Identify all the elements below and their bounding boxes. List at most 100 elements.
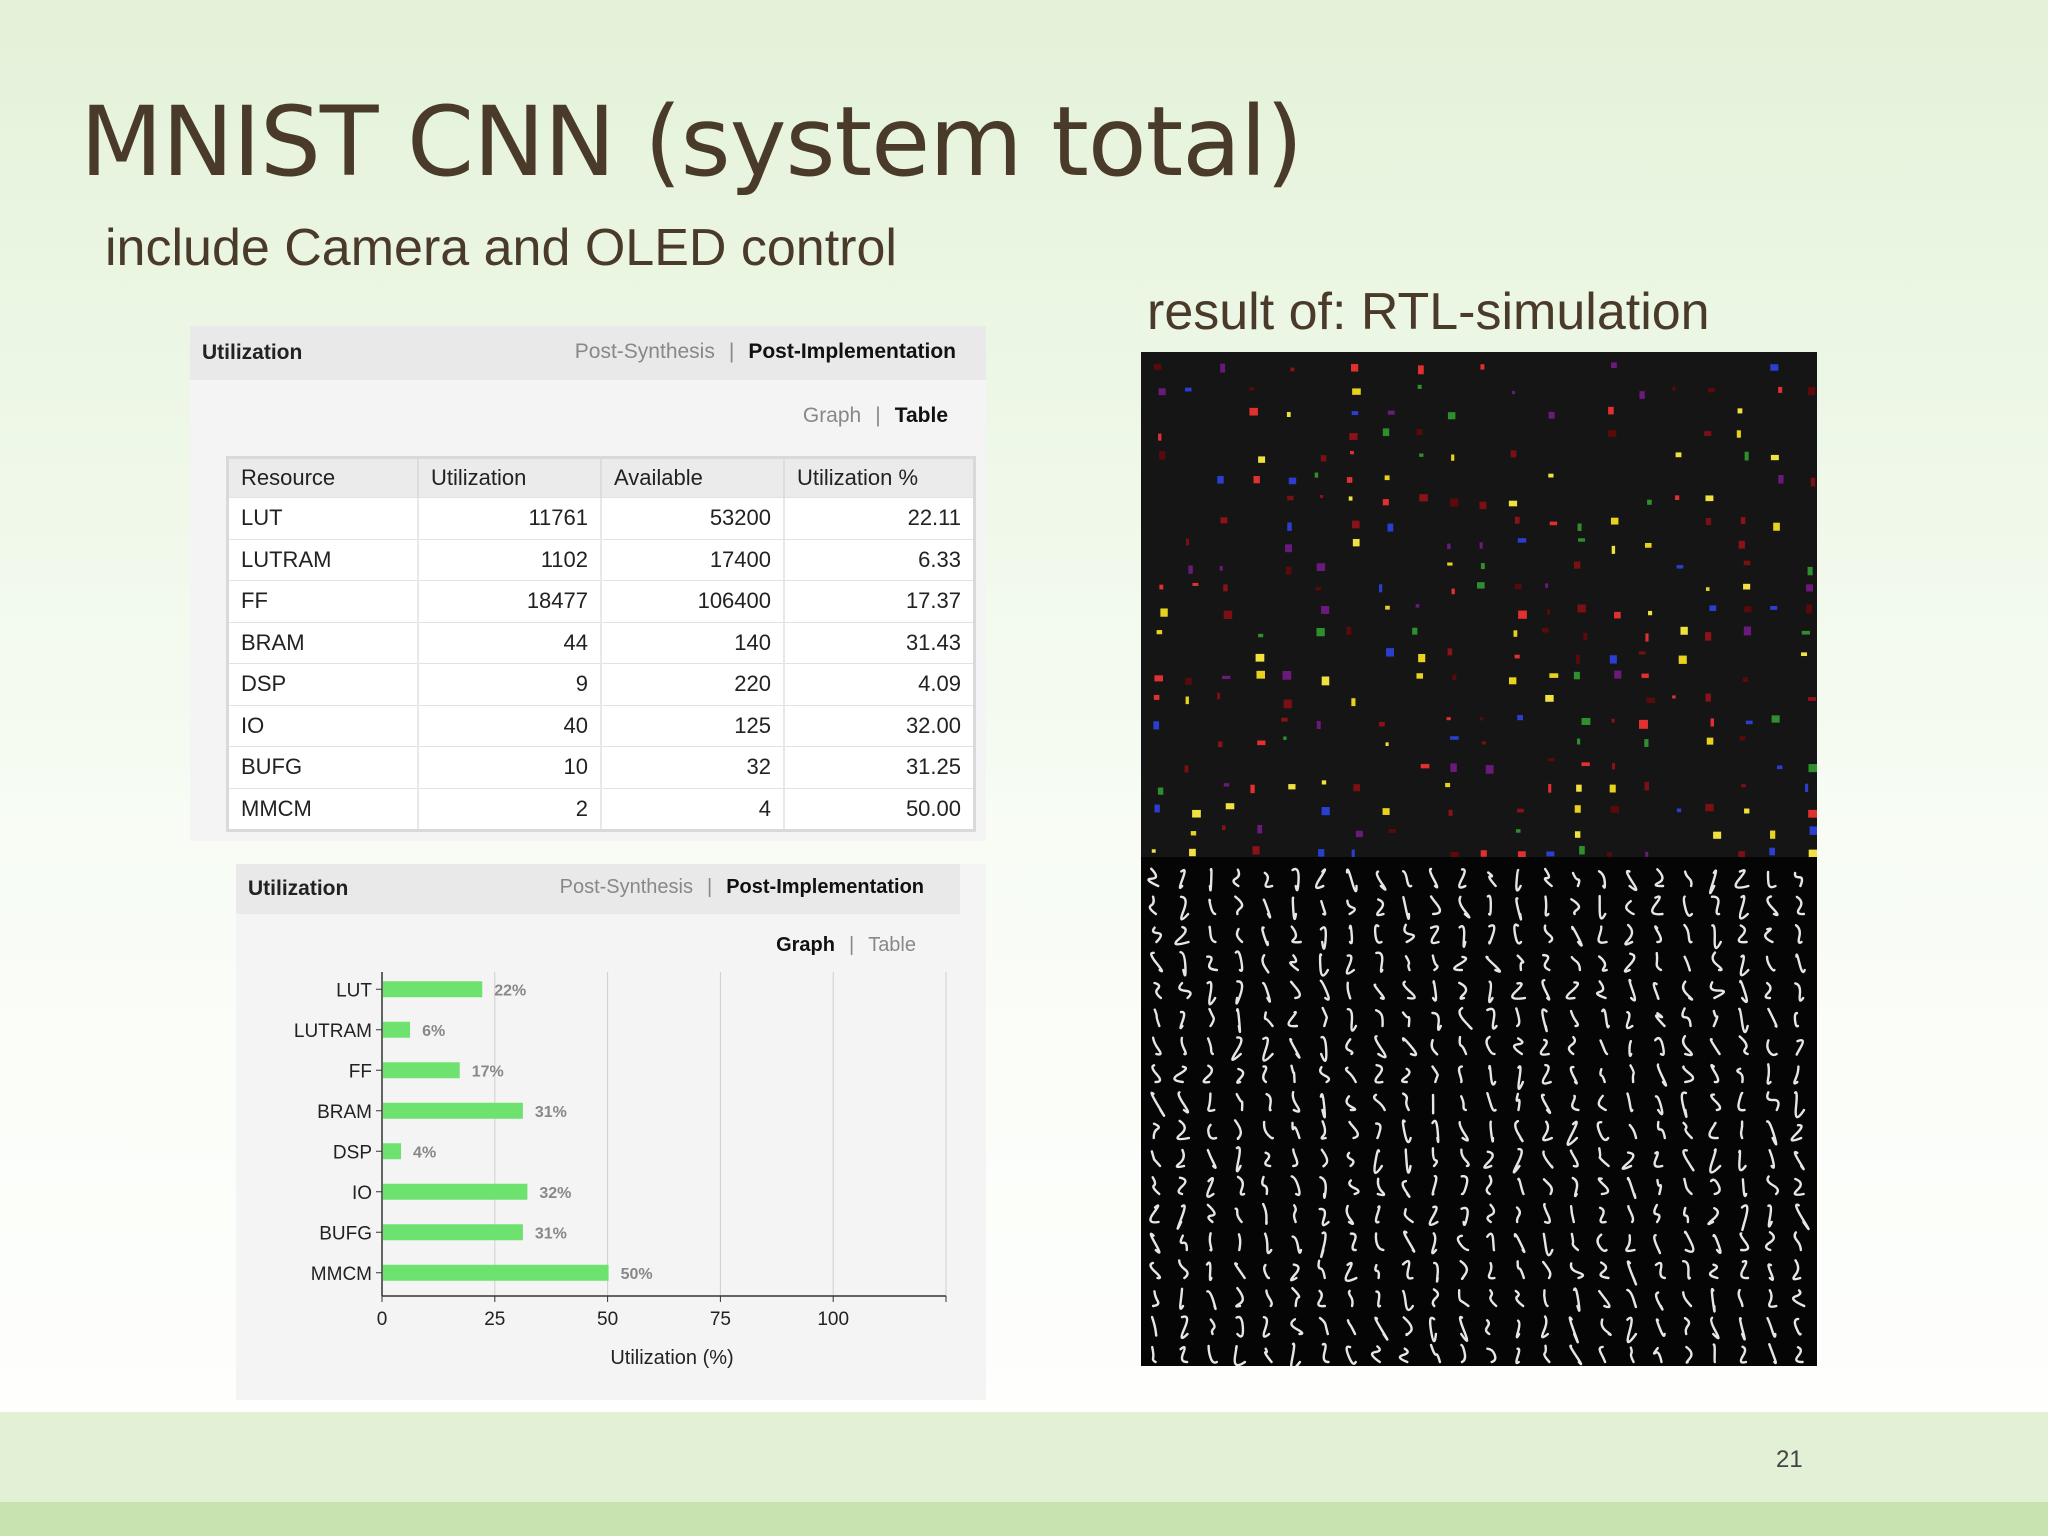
table-row: LUT 11761 53200 22.11 [227, 497, 976, 539]
slide-subtitle: include Camera and OLED control [105, 219, 897, 277]
y-tick-label: LUT [336, 980, 372, 1001]
x-tick-label: 50 [597, 1309, 618, 1330]
y-tick-label: IO [352, 1183, 372, 1204]
data-label: 6% [422, 1023, 445, 1040]
table-row: MMCM 2 4 50.00 [227, 787, 976, 831]
rtl-simulation-result-image [1141, 352, 1817, 1366]
cell-utilization: 9 [418, 663, 602, 705]
view-table-button[interactable]: Table [868, 934, 916, 956]
view-table-button[interactable]: Table [894, 404, 948, 427]
table-row: BRAM 44 140 31.43 [227, 621, 976, 664]
table-row: LUTRAM 1102 17400 6.33 [227, 538, 976, 581]
slide-title: MNIST CNN (system total) [80, 86, 1303, 198]
bar-io [383, 1183, 528, 1200]
data-label: 17% [472, 1063, 504, 1080]
cell-available: 32 [601, 746, 785, 788]
tab-post-implementation[interactable]: Post-Implementation [748, 340, 956, 363]
cell-percent: 6.33 [784, 538, 976, 581]
cell-available: 53200 [601, 497, 785, 539]
cell-resource: IO [227, 704, 419, 747]
view-toggle: Graph | Table [776, 934, 916, 956]
cell-utilization: 44 [418, 621, 602, 664]
panel-header: Utilization Post-Synthesis | Post-Implemen… [236, 864, 960, 914]
column-header[interactable]: Resource [227, 457, 419, 498]
cell-available: 17400 [601, 538, 785, 581]
column-header[interactable]: Available [601, 457, 785, 498]
cell-percent: 17.37 [784, 580, 976, 622]
cell-available: 220 [601, 663, 785, 705]
panel-header: Utilization Post-Synthesis | Post-Implemen… [190, 326, 986, 380]
y-tick-label: BRAM [317, 1102, 372, 1123]
footer-stripe [0, 1502, 2048, 1536]
y-tick-label: FF [349, 1061, 372, 1082]
data-label: 50% [621, 1266, 653, 1283]
tab-post-synthesis[interactable]: Post-Synthesis [559, 876, 693, 898]
utilization-table-panel: Utilization Post-Synthesis | Post-Implemen… [190, 326, 986, 841]
bar-lut [383, 981, 483, 998]
column-header[interactable]: Utilization [418, 457, 602, 498]
cell-resource: FF [227, 580, 419, 622]
cell-utilization: 18477 [418, 580, 602, 622]
data-label: 4% [413, 1144, 436, 1161]
digit-strokes [1147, 867, 1810, 1366]
cell-percent: 31.25 [784, 746, 976, 788]
column-header[interactable]: Utilization % [784, 457, 976, 498]
utilization-table: Resource Utilization Available Utilizati… [226, 456, 976, 832]
tab-post-synthesis[interactable]: Post-Synthesis [574, 340, 715, 363]
x-tick-label: 0 [377, 1309, 388, 1330]
cell-percent: 32.00 [784, 704, 976, 747]
table-row: IO 40 125 32.00 [227, 704, 976, 747]
bar-bram [383, 1102, 523, 1119]
x-tick-label: 75 [710, 1309, 731, 1330]
y-tick-label: LUTRAM [294, 1021, 372, 1042]
cell-utilization: 11761 [418, 497, 602, 539]
table-header-row: Resource Utilization Available Utilizati… [227, 457, 976, 498]
table-row: BUFG 10 32 31.25 [227, 746, 976, 788]
data-label: 31% [535, 1104, 567, 1121]
panel-title: Utilization [248, 877, 349, 900]
bar-lutram [383, 1021, 411, 1038]
bar-mmcm [383, 1264, 609, 1281]
data-label: 32% [539, 1185, 571, 1202]
x-tick-label: 100 [817, 1309, 849, 1330]
cell-available: 125 [601, 704, 785, 747]
cell-utilization: 2 [418, 787, 602, 831]
view-graph-button[interactable]: Graph [776, 934, 835, 956]
cell-percent: 31.43 [784, 621, 976, 664]
cell-percent: 22.11 [784, 497, 976, 539]
x-axis-label: Utilization (%) [610, 1347, 733, 1369]
utilization-graph-panel: Utilization Post-Synthesis | Post-Implemen… [236, 864, 986, 1400]
cell-percent: 4.09 [784, 663, 976, 705]
bar-ff [383, 1062, 460, 1079]
cell-available: 106400 [601, 580, 785, 622]
tab-post-implementation[interactable]: Post-Implementation [726, 876, 924, 898]
cell-resource: DSP [227, 663, 419, 705]
cell-utilization: 10 [418, 746, 602, 788]
y-tick-label: BUFG [319, 1223, 372, 1244]
data-label: 22% [494, 982, 526, 999]
cell-resource: LUT [227, 497, 419, 539]
utilization-bar-chart: 0 25 50 75 100 Utilization (%) LUT 22% LUTRAM 6% F… [294, 972, 947, 1369]
bar-bufg [383, 1224, 523, 1241]
panel-title: Utilization [202, 341, 303, 364]
page-number: 21 [1776, 1446, 1803, 1473]
cell-resource: MMCM [227, 787, 419, 831]
cell-resource: LUTRAM [227, 538, 419, 581]
view-graph-button[interactable]: Graph [802, 404, 862, 427]
implementation-toggle: Post-Synthesis | Post-Implementation [559, 876, 924, 898]
digit-grid-region [1141, 857, 1817, 1366]
cell-utilization: 40 [418, 704, 602, 747]
cell-resource: BUFG [227, 746, 419, 788]
x-tick-label: 25 [484, 1309, 505, 1330]
cell-utilization: 1102 [418, 538, 602, 581]
y-tick-label: MMCM [311, 1264, 372, 1285]
table-row: FF 18477 106400 17.37 [227, 580, 976, 622]
feature-map-region [1141, 352, 1817, 857]
y-tick-label: DSP [333, 1142, 372, 1163]
table-row: DSP 9 220 4.09 [227, 663, 976, 705]
bar-dsp [383, 1143, 402, 1160]
cell-available: 140 [601, 621, 785, 664]
data-label: 31% [535, 1225, 567, 1242]
cell-available: 4 [601, 787, 785, 831]
result-caption: result of: RTL-simulation [1147, 283, 1710, 341]
